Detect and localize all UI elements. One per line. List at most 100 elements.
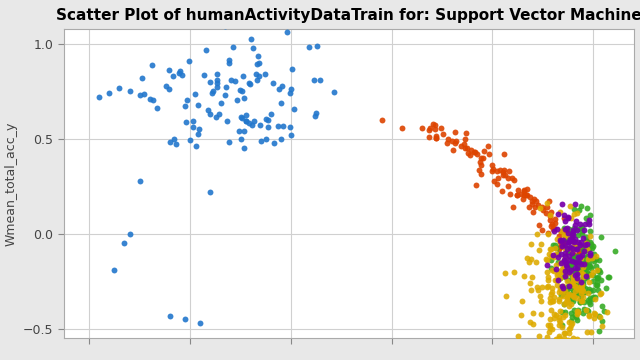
Point bbox=[193, 131, 203, 136]
Point bbox=[559, 335, 570, 341]
Point bbox=[559, 257, 570, 263]
Point bbox=[531, 198, 541, 204]
Point bbox=[576, 290, 586, 296]
Point bbox=[554, 233, 564, 239]
Point bbox=[562, 296, 572, 301]
Point bbox=[585, 253, 595, 258]
Point bbox=[500, 172, 510, 178]
Point bbox=[536, 311, 546, 317]
Point bbox=[180, 316, 190, 322]
Point bbox=[589, 310, 599, 316]
Point bbox=[559, 218, 570, 224]
Point bbox=[463, 150, 473, 156]
Point bbox=[522, 192, 532, 198]
Point bbox=[567, 259, 577, 265]
Point bbox=[559, 258, 569, 264]
Point bbox=[487, 162, 497, 167]
Point bbox=[570, 267, 580, 273]
Point bbox=[564, 235, 575, 241]
Point bbox=[588, 269, 598, 275]
Point bbox=[397, 125, 407, 130]
Point bbox=[484, 151, 494, 157]
Point bbox=[558, 293, 568, 299]
Point bbox=[554, 314, 564, 320]
Point bbox=[546, 246, 556, 252]
Point bbox=[563, 249, 573, 255]
Point bbox=[578, 275, 588, 280]
Point bbox=[530, 204, 540, 210]
Point bbox=[566, 322, 577, 328]
Point bbox=[586, 241, 596, 247]
Point bbox=[583, 256, 593, 262]
Point bbox=[278, 123, 288, 129]
Point bbox=[586, 265, 596, 270]
Point bbox=[548, 252, 558, 258]
Point bbox=[555, 275, 565, 280]
Point bbox=[220, 23, 230, 29]
Point bbox=[573, 283, 583, 288]
Point bbox=[565, 236, 575, 242]
Point bbox=[574, 258, 584, 264]
Point bbox=[568, 293, 578, 299]
Point bbox=[501, 293, 511, 299]
Point bbox=[596, 303, 607, 309]
Point bbox=[580, 289, 590, 295]
Point bbox=[492, 168, 502, 174]
Point bbox=[579, 247, 589, 253]
Point bbox=[570, 239, 580, 244]
Point bbox=[569, 246, 579, 251]
Point bbox=[450, 140, 460, 145]
Point bbox=[568, 232, 578, 238]
Point bbox=[564, 232, 574, 238]
Point bbox=[527, 198, 538, 204]
Point bbox=[216, 100, 226, 105]
Point bbox=[568, 227, 579, 233]
Point bbox=[467, 147, 477, 153]
Point bbox=[212, 80, 222, 86]
Point bbox=[589, 258, 599, 264]
Point bbox=[139, 91, 149, 97]
Point bbox=[563, 283, 573, 289]
Point bbox=[561, 238, 572, 244]
Point bbox=[579, 306, 589, 312]
Point bbox=[244, 120, 254, 126]
Point bbox=[557, 288, 567, 294]
Point bbox=[544, 198, 554, 203]
Point bbox=[543, 321, 553, 327]
Point bbox=[573, 249, 584, 255]
Point bbox=[568, 238, 579, 243]
Point bbox=[456, 143, 466, 149]
Point bbox=[577, 278, 587, 284]
Point bbox=[474, 167, 484, 173]
Point bbox=[555, 239, 565, 244]
Point bbox=[234, 128, 244, 134]
Point bbox=[572, 267, 582, 273]
Point bbox=[595, 291, 605, 296]
Point bbox=[582, 253, 593, 258]
Point bbox=[560, 259, 570, 265]
Point bbox=[573, 262, 583, 268]
Point bbox=[329, 89, 339, 94]
Point bbox=[559, 212, 569, 218]
Point bbox=[560, 312, 570, 318]
Point bbox=[579, 289, 589, 295]
Point bbox=[556, 261, 566, 266]
Point bbox=[546, 257, 556, 263]
Point bbox=[573, 260, 583, 266]
Point bbox=[562, 228, 572, 234]
Point bbox=[596, 323, 607, 328]
Point bbox=[595, 269, 605, 275]
Point bbox=[585, 250, 595, 256]
Point bbox=[575, 287, 586, 293]
Point bbox=[588, 243, 598, 249]
Point bbox=[109, 267, 120, 273]
Point bbox=[573, 283, 583, 289]
Point bbox=[171, 141, 181, 147]
Point bbox=[533, 202, 543, 208]
Point bbox=[460, 145, 470, 150]
Point bbox=[571, 218, 581, 224]
Point bbox=[566, 310, 576, 316]
Point bbox=[570, 240, 580, 246]
Point bbox=[472, 152, 483, 157]
Point bbox=[577, 235, 588, 241]
